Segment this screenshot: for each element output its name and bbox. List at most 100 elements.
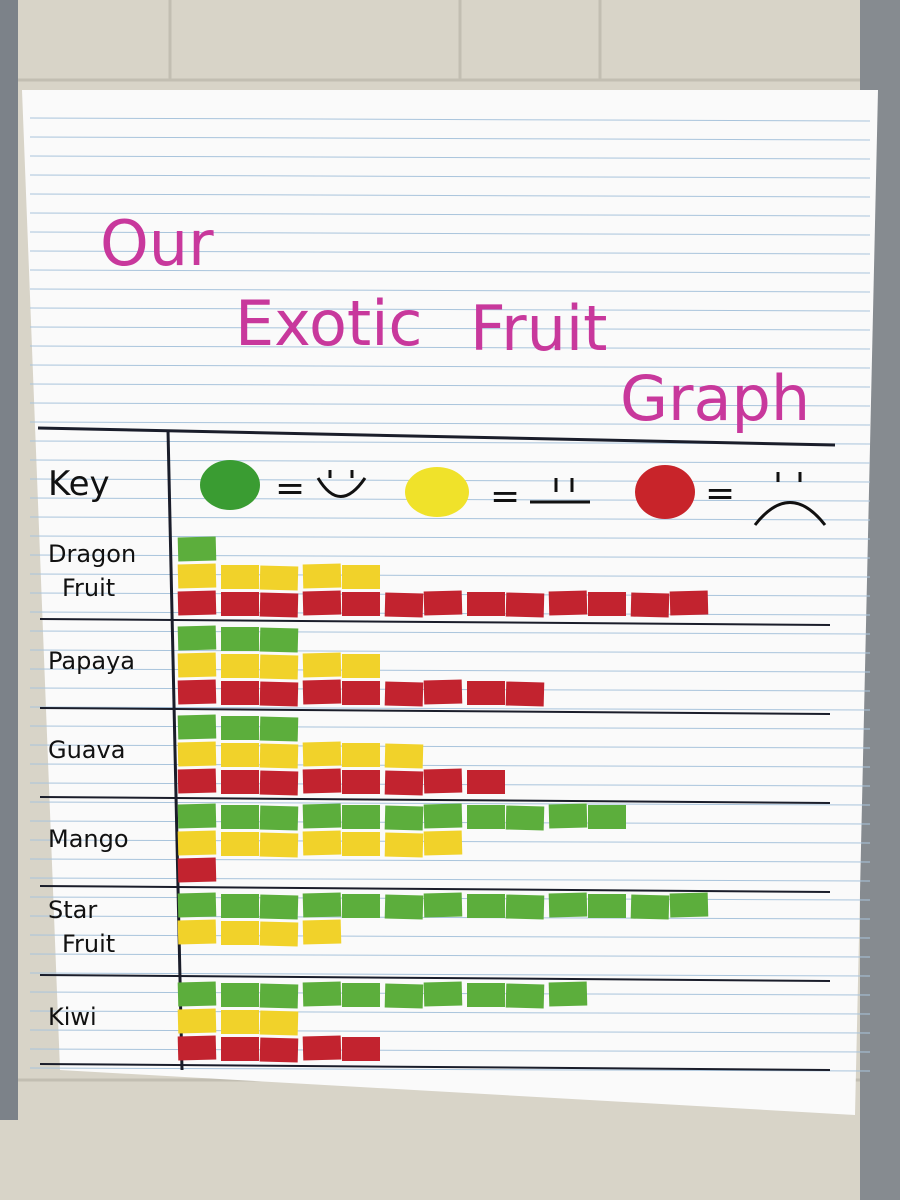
sticky-note [259,805,299,831]
sticky-note [177,652,217,678]
ruled-line [29,877,871,882]
sticky-note [302,892,342,918]
sticky-note [259,921,299,947]
sticky-note [505,894,545,920]
sticky-note [302,919,342,945]
sticky-note [177,679,217,705]
row-divider [39,1063,831,1071]
sticky-note [259,681,299,707]
category-label: Dragon Fruit [48,540,136,602]
sticky-note [221,565,259,589]
sticky-note [177,768,217,794]
sticky-note [467,681,505,705]
sticky-note [384,805,424,831]
sticky-note [259,1010,299,1036]
ruled-line [29,915,871,920]
ruled-line [29,421,871,426]
sticky-note [259,565,299,591]
category-label: Papaya [48,647,135,675]
table-lines [37,426,836,1071]
ruled-line [29,1029,871,1034]
sticky-note [177,857,217,883]
sticky-note [548,803,588,829]
sticky-note [221,681,259,705]
ruled-line [29,725,871,730]
ruled-line [29,117,871,122]
row-divider [39,974,831,982]
sticky-note [423,892,463,918]
sticky-note [669,590,709,616]
sticky-note [177,892,217,918]
sticky-note [467,894,505,918]
sticky-note-row [177,741,424,769]
sticky-note [259,654,299,680]
sticky-note [384,832,424,858]
ruled-line [29,155,871,160]
legend: = = = [200,460,827,526]
sticky-note [342,805,380,829]
ruled-line [29,1067,871,1072]
sticky-note [221,770,259,794]
sticky-note-row [177,714,299,742]
sticky-note [548,590,588,616]
chart-title: OurExotic FruitGraph [100,207,810,435]
ruled-line [29,193,871,198]
sticky-note [669,892,709,918]
ruled-line [29,307,871,312]
sticky-note [342,983,380,1007]
sticky-note [259,716,299,742]
sticky-note [177,741,217,767]
sticky-note [302,1035,342,1061]
sticky-note [259,743,299,769]
sticky-note [342,743,380,767]
sticky-note [302,830,342,856]
sticky-note [342,654,380,678]
sticky-note [259,983,299,1009]
sticky-note [505,681,545,707]
ruled-line [29,345,871,350]
sticky-note [302,803,342,829]
sticky-note-row [177,857,217,883]
sticky-note [467,805,505,829]
row-divider [39,707,831,715]
equals-sign: = [490,476,520,517]
category-label: Guava [48,736,125,764]
ruled-lines [29,117,871,1072]
sticky-note [423,768,463,794]
sticky-note-row [177,563,380,591]
sticky-note [423,590,463,616]
category-label: Star Fruit [48,896,115,958]
equals-sign: = [275,468,305,509]
category-label: Kiwi [48,1003,97,1031]
sticky-note [548,981,588,1007]
sticky-note [384,743,424,769]
ruled-line [29,649,871,654]
happy-face [316,470,367,498]
ruled-line [29,402,871,407]
ruled-line [29,972,871,977]
door-frame [0,0,18,1120]
sticky-note [423,679,463,705]
sticky-note [302,652,342,678]
ruled-line [29,934,871,939]
ruled-line [29,953,871,958]
sad-face [753,472,827,526]
sticky-note [630,592,670,618]
sticky-note [588,805,626,829]
sticky-note [177,563,217,589]
sticky-note [467,592,505,616]
sticky-note [302,741,342,767]
row-divider [39,885,831,893]
sticky-note [302,563,342,589]
sticky-note [177,981,217,1007]
sticky-note [177,590,217,616]
sticky-note [302,981,342,1007]
sticky-note [384,592,424,618]
sticky-note [384,770,424,796]
sticky-note-row [177,803,626,831]
key-label: Key [48,464,110,504]
sticky-note [302,768,342,794]
sticky-note [423,830,463,856]
